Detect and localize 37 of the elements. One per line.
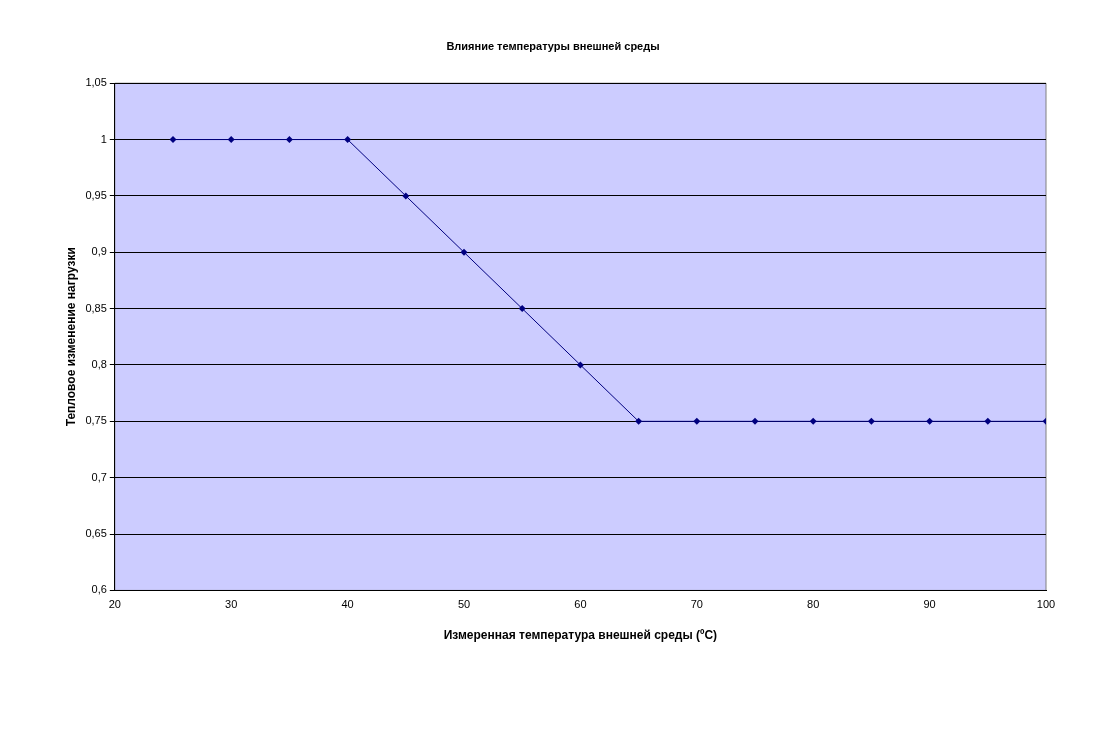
point (635, 417, 643, 425)
x-tick-label: 80 (807, 598, 820, 611)
x-tick-label: 20 (108, 598, 121, 611)
point (285, 136, 293, 144)
y-tick-label: 0,75 (85, 414, 107, 427)
y-tick-label: 0,6 (91, 583, 107, 596)
point (460, 248, 468, 256)
y-tick-label: 0,8 (91, 358, 107, 371)
point (926, 417, 934, 425)
x-tick-label: 40 (341, 598, 354, 611)
x-tick-label: 50 (457, 598, 471, 611)
point (402, 192, 410, 200)
x-tick-label: 70 (690, 598, 703, 611)
point (984, 417, 992, 425)
y-tick-label: 0,95 (85, 188, 107, 201)
point (344, 136, 352, 144)
x-axis-title: Измеренная температура внешней среды (ºC) (443, 628, 718, 643)
y-tick-label: 1 (100, 132, 107, 145)
y-tick-label: 0,9 (91, 245, 107, 258)
point (867, 417, 875, 425)
y-tick-label: 0,65 (85, 527, 107, 540)
point (751, 417, 759, 425)
x-tick-label: 30 (225, 598, 238, 611)
point (809, 417, 817, 425)
y-tick-label: 1,05 (85, 76, 107, 89)
y-axis-title: Тепловое изменение нагрузки (63, 247, 78, 427)
point (227, 136, 235, 144)
point (576, 361, 584, 369)
y-tick-label: 0,85 (85, 301, 107, 314)
x-tick-label: 100 (1036, 598, 1056, 611)
x-tick-label: 90 (923, 598, 936, 611)
point (169, 136, 177, 144)
y-tick-label: 0,7 (91, 470, 107, 483)
x-tick-label: 60 (574, 598, 587, 611)
chart-title: Влияние температуры внешней среды (446, 39, 660, 52)
point (693, 417, 701, 425)
point (518, 305, 526, 313)
